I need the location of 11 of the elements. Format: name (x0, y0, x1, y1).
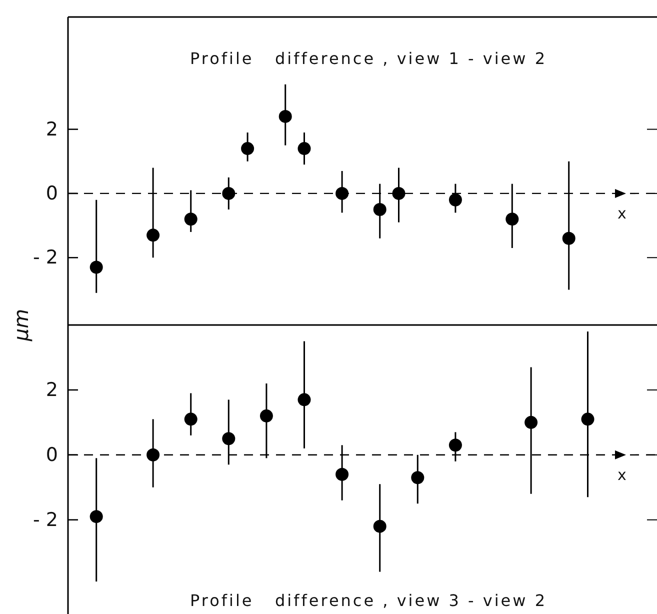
y-axis-title: μm (9, 308, 33, 342)
annotation: x (618, 204, 627, 222)
text: Profile difference , view 3 - view 2 (190, 591, 547, 610)
y-tick-label: - 2 (33, 508, 58, 531)
y-tick-label: 0 (46, 182, 58, 205)
y-tick-label: 2 (46, 379, 58, 402)
annotation: x (618, 466, 627, 484)
y-tick-label: - 2 (33, 246, 58, 269)
y-tick-label: 0 (46, 444, 58, 466)
y-tick-label: 2 (46, 118, 58, 140)
text: Profile difference , view 1 - view 2 (190, 49, 547, 68)
